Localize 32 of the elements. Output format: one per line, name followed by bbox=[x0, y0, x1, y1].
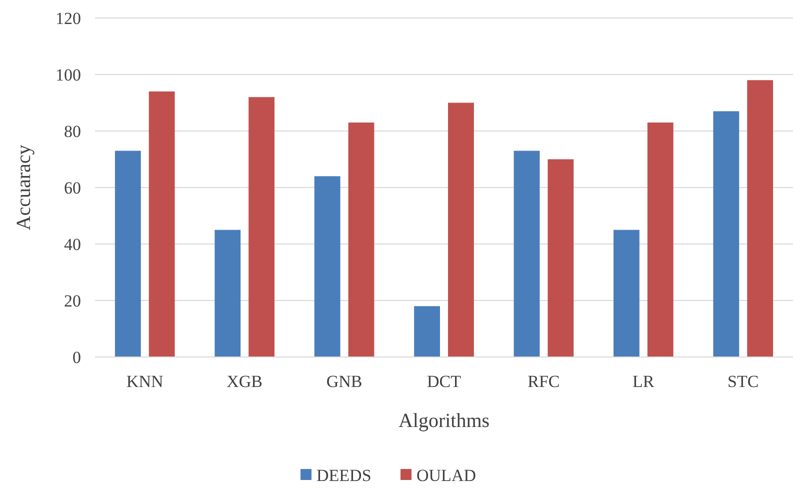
x-tick-label: LR bbox=[632, 372, 655, 391]
bar bbox=[148, 91, 175, 357]
bar bbox=[548, 159, 574, 357]
y-tick-label: 20 bbox=[64, 291, 81, 310]
x-tick-label: STC bbox=[728, 372, 759, 391]
bar bbox=[348, 122, 374, 357]
y-tick-label: 100 bbox=[56, 65, 81, 84]
y-axis-title: Accuaracy bbox=[13, 144, 35, 230]
x-tick-label: XGB bbox=[226, 372, 263, 391]
bar bbox=[514, 150, 540, 357]
y-tick-label: 0 bbox=[72, 348, 81, 367]
bar bbox=[248, 97, 274, 357]
bar bbox=[414, 306, 440, 357]
bar bbox=[614, 230, 640, 357]
x-axis-title: Algorithms bbox=[398, 410, 490, 432]
bar bbox=[214, 230, 241, 357]
bar bbox=[448, 102, 474, 357]
bar bbox=[747, 80, 774, 357]
x-tick-label: RFC bbox=[528, 372, 560, 391]
bar bbox=[647, 122, 674, 357]
y-tick-label: 80 bbox=[64, 122, 81, 141]
legend-label: DEEDS bbox=[316, 466, 372, 485]
legend-label: OULAD bbox=[416, 466, 476, 485]
x-tick-label: KNN bbox=[126, 372, 164, 391]
bar bbox=[713, 111, 740, 357]
y-tick-label: 60 bbox=[64, 178, 81, 198]
x-tick-label: DCT bbox=[427, 372, 462, 391]
bar bbox=[114, 150, 141, 357]
y-tick-label: 120 bbox=[56, 8, 81, 28]
x-tick-label: GNB bbox=[326, 372, 362, 391]
y-tick-label: 40 bbox=[64, 234, 81, 254]
bar bbox=[314, 176, 340, 357]
